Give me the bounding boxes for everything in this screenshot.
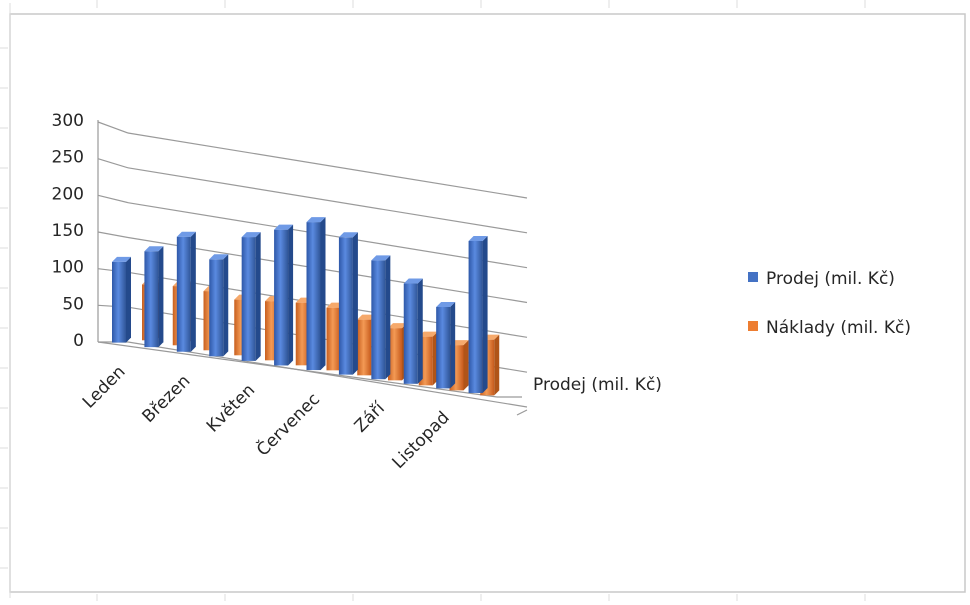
- side-gridline-150: [97, 231, 129, 239]
- bar-prodej-10-face: [436, 306, 451, 389]
- bar-naklady-8-top: [388, 323, 407, 329]
- gridline-300: [127, 132, 528, 199]
- side-gridline-250: [97, 158, 129, 169]
- depth-axis-tick: [516, 409, 528, 416]
- bar-prodej-7: [338, 232, 358, 375]
- bar-prodej-6-top: [306, 217, 326, 223]
- bar-prodej-1-side: [158, 246, 164, 348]
- bar-prodej-9-top: [403, 278, 423, 284]
- y-tick-label-250: 250: [52, 148, 84, 168]
- bar-prodej-0: [112, 256, 131, 343]
- bar-prodej-4-face: [241, 237, 256, 361]
- bar-prodej-7-face: [338, 237, 353, 375]
- bars: [112, 217, 500, 396]
- bar-prodej-11-side: [482, 235, 488, 393]
- y-tick-label-200: 200: [52, 184, 84, 204]
- bar-prodej-10-top: [436, 301, 456, 307]
- side-gridline-200: [97, 194, 129, 204]
- bar-prodej-4: [241, 232, 261, 361]
- bar-prodej-5-side: [288, 224, 294, 366]
- bar-naklady-5-face: [295, 302, 310, 366]
- bar-prodej-2-top: [176, 231, 196, 237]
- bar-prodej-11: [468, 235, 488, 393]
- bar-prodej-0-face: [112, 261, 126, 343]
- bar-prodej-7-side: [352, 232, 358, 375]
- bar-prodej-5: [274, 224, 294, 366]
- bar-naklady-9-top: [418, 331, 438, 337]
- side-gridline-300: [97, 121, 129, 134]
- y-tick-label-150: 150: [52, 221, 84, 241]
- bar-prodej-4-side: [255, 232, 261, 361]
- legend-label-naklady: Náklady (mil. Kč): [766, 318, 911, 338]
- y-tick-labels: 0 50 100 150 200 250 300: [52, 111, 84, 351]
- bar-prodej-0-side: [126, 256, 131, 343]
- bar-prodej-9-side: [417, 278, 423, 384]
- bar-prodej-10: [436, 301, 456, 389]
- gridline-0: [127, 341, 528, 408]
- x-tick-label-4: Květen: [203, 380, 259, 436]
- x-tick-label-0: Leden: [79, 362, 130, 413]
- axes: [97, 120, 528, 416]
- bar-prodej-3-top: [209, 254, 229, 260]
- bar-prodej-8-side: [385, 255, 391, 380]
- bar-prodej-5-top: [274, 224, 294, 230]
- bar-prodej-5-face: [274, 229, 289, 366]
- bar-prodej-2: [176, 231, 196, 352]
- legend: Prodej (mil. Kč) Náklady (mil. Kč): [748, 269, 911, 338]
- bar-prodej-3: [209, 254, 229, 357]
- y-tick-label-0: 0: [73, 331, 84, 351]
- bar-prodej-8-top: [371, 255, 391, 261]
- y-tick-label-100: 100: [52, 258, 84, 278]
- x-tick-label-6: Červenec: [252, 388, 324, 460]
- y-tick-label-50: 50: [62, 294, 84, 314]
- bar-prodej-1: [144, 246, 164, 348]
- x-tick-label-10: Listopad: [389, 408, 454, 473]
- bar-prodej-6-side: [320, 217, 326, 371]
- bar-prodej-9-face: [403, 283, 418, 384]
- y-tick-label-300: 300: [52, 111, 84, 131]
- bar-prodej-1-top: [144, 246, 164, 252]
- x-tick-label-8: Září: [351, 398, 390, 437]
- legend-label-prodej: Prodej (mil. Kč): [766, 269, 895, 289]
- bar-prodej-4-top: [241, 232, 261, 238]
- x-tick-label-2: Březen: [139, 371, 195, 427]
- bar-naklady-10-side: [463, 340, 469, 391]
- bar-prodej-2-face: [176, 236, 191, 352]
- bar-naklady-11-side: [494, 334, 500, 396]
- bar-prodej-6-face: [306, 222, 321, 371]
- bar-prodej-3-face: [209, 259, 224, 357]
- gridline-250: [127, 167, 528, 234]
- bar-prodej-8-face: [371, 260, 386, 380]
- bar-prodej-7-top: [338, 232, 358, 238]
- bar-naklady-7-face: [357, 319, 372, 376]
- bar-prodej-3-side: [223, 254, 229, 357]
- bar-naklady-8-face: [388, 328, 402, 381]
- bar-prodej-8: [371, 255, 391, 380]
- x-axis-line: [97, 341, 498, 398]
- bar-naklady-6-face: [326, 307, 341, 371]
- bar-prodej-2-side: [190, 231, 196, 352]
- bar-prodej-0-top: [112, 256, 131, 262]
- gridline-200: [127, 202, 528, 269]
- bar-prodej-9: [403, 278, 423, 384]
- bar-prodej-10-side: [450, 301, 456, 389]
- bar-prodej-1-face: [144, 251, 159, 348]
- legend-swatch-naklady: [748, 321, 758, 331]
- depth-axis-label: Prodej (mil. Kč): [533, 375, 662, 395]
- bar-prodej-11-face: [468, 240, 483, 393]
- bar-prodej-6: [306, 217, 326, 371]
- bar-prodej-11-top: [468, 235, 488, 241]
- legend-swatch-prodej: [748, 272, 758, 282]
